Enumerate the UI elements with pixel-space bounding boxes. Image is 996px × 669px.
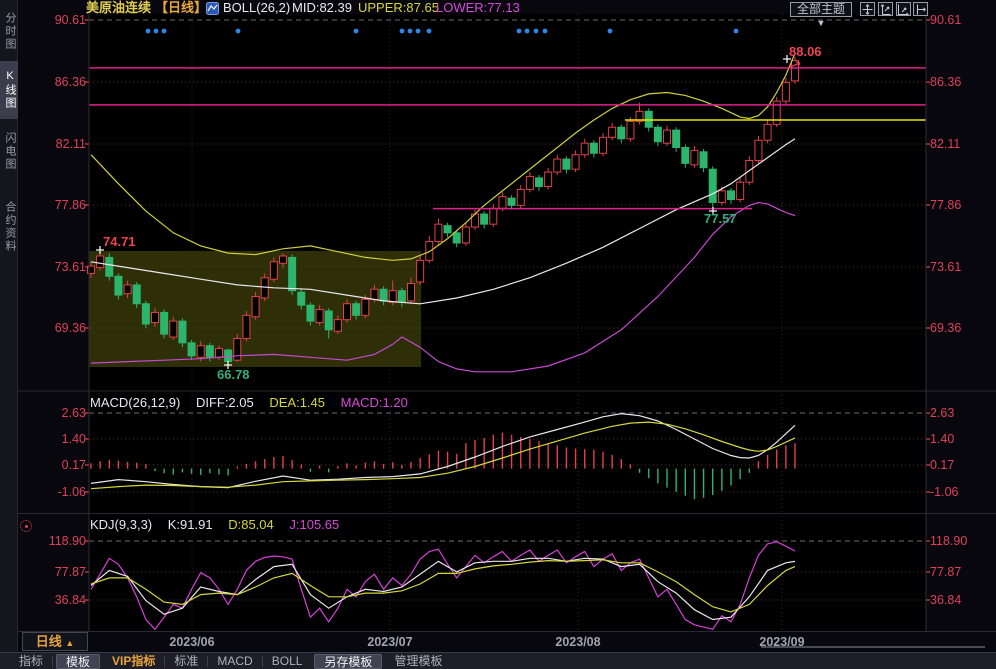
y-axis-label: 77.86 [930,198,961,212]
boll-bands-layer [90,53,796,373]
y-axis-label: 90.61 [930,13,961,27]
y-axis-label: 86.36 [55,75,86,89]
boll-chart-icon [206,2,219,18]
y-axis-label: 77.86 [55,198,86,212]
axis-labels: 90.61 90.61 86.36 86.36 82.11 82.11 77.86 77.86… [49,13,968,649]
theme-dropdown[interactable]: 全部主题 ▼ [790,2,852,28]
y-axis-label: -1.06 [930,485,959,499]
x-axis-label: 2023/06 [169,635,214,649]
indicator-tabbar: 指标 模板 VIP指标 标准 MACD BOLL 另存模板 管理模板 [0,652,996,669]
kdj-legend: KDJ(9,3,3) K:91.91 D:85.04 J:105.65 [90,517,351,532]
tab-separator [52,655,54,667]
y-axis-label: 0.17 [62,458,86,472]
y-axis-label: 2.63 [930,406,954,420]
kdj-k-value: K:91.91 [167,517,213,532]
theme-dropdown-label: 全部主题 [796,2,845,16]
kdj-layer [90,541,796,631]
indicator-settings-icon[interactable] [20,520,32,532]
sidebar-item-flash-chart[interactable]: 闪电图 [4,131,16,171]
macd-diff-value: DIFF:2.05 [195,395,254,410]
y-axis-label: 118.90 [49,534,86,548]
chevron-down-icon: ▼ [816,18,826,28]
frame-layer [18,14,996,648]
y-axis-label: 69.36 [55,321,86,335]
y-axis-label: 77.87 [55,565,86,579]
june-high-annotation: 74.71 [103,234,136,249]
gridlines [89,14,926,632]
aug-low-annotation: 77.57 [704,211,737,226]
x-axis-label: 2023/07 [367,635,412,649]
x-axis-scale-icon[interactable] [896,2,911,16]
tab-templates[interactable]: 模板 [56,653,101,669]
june-low-annotation: 66.78 [217,367,250,382]
tab-save-template[interactable]: 另存模板 [314,653,383,669]
tab-boll[interactable]: BOLL [271,653,303,668]
y-axis-label: 2.63 [62,406,86,420]
y-axis-label: 73.61 [55,260,86,274]
y-axis-label: 36.84 [930,593,961,607]
tab-manage-templates[interactable]: 管理模板 [394,653,443,668]
tab-separator [261,655,263,667]
macd-name: MACD(26,12,9) [90,395,181,410]
boll-lower-value: LOWER:77.13 [436,0,520,15]
tab-separator [164,655,166,667]
y-axis-label: 82.11 [930,137,960,151]
tab-macd[interactable]: MACD [217,653,253,668]
x-axis-label: 2023/08 [555,635,600,649]
sidebar-item-kline-chart[interactable]: K线图 [0,61,18,119]
macd-dea-value: DEA:1.45 [269,395,326,410]
marker-layer [96,55,801,369]
chart-type-sidebar: 分时图 K线图 闪电图 合约资料 [0,0,18,669]
kdj-name: KDJ(9,3,3) [90,517,153,532]
plot-background [89,14,926,632]
symbol-title: 美原油连续 [86,0,152,15]
period-selector-label: 日线 [35,634,62,649]
period-title: 【日线】 [155,0,208,15]
trendlines-layer [89,67,926,210]
y-axis-label: 1.40 [62,432,86,446]
macd-legend: MACD(26,12,9) DIFF:2.05 DEA:1.45 MACD:1.… [90,395,420,410]
boll-mid-value: MID:82.39 [292,0,352,15]
y-axis-label: 90.61 [55,13,86,27]
y-axis-scale-icon[interactable] [878,2,893,16]
tab-standard[interactable]: 标准 [174,653,199,668]
sidebar-item-contract-info[interactable]: 合约资料 [4,201,16,253]
y-axis-label: 69.36 [930,321,961,335]
y-axis-label: 1.40 [930,432,954,446]
event-dots-layer [145,28,739,34]
triangle-up-icon: ▲ [65,638,75,648]
y-axis-label: 73.61 [930,260,961,274]
boll-upper-value: UPPER:87.65 [358,0,439,15]
y-axis-label: 86.36 [930,75,961,89]
tab-indicators[interactable]: 指标 [19,653,44,668]
kdj-d-value: D:85.04 [228,517,274,532]
period-selector[interactable]: 日线 ▲ [22,632,88,651]
y-axis-label: 118.90 [930,534,967,548]
sidebar-item-time-chart[interactable]: 分时图 [4,11,16,51]
y-axis-label: 0.17 [930,458,954,472]
candlestick-layer [87,56,800,365]
y-axis-label: -1.06 [58,485,87,499]
y-axis-label: 36.84 [55,593,86,607]
x-axis-label: 2023/09 [759,635,804,649]
shift-right-icon[interactable] [913,2,928,16]
high-price-annotation: 88.06 [789,44,822,59]
y-axis-label: 82.11 [56,137,86,151]
boll-legend-label: BOLL(26,2) [223,0,291,15]
pan-tool-icon[interactable] [860,2,875,16]
kdj-j-value: J:105.65 [289,517,340,532]
macd-macd-value: MACD:1.20 [340,395,408,410]
y-axis-label: 77.87 [930,565,961,579]
macd-layer [90,412,796,500]
tab-separator [207,655,209,667]
tab-vip-indicators[interactable]: VIP指标 [112,653,156,668]
